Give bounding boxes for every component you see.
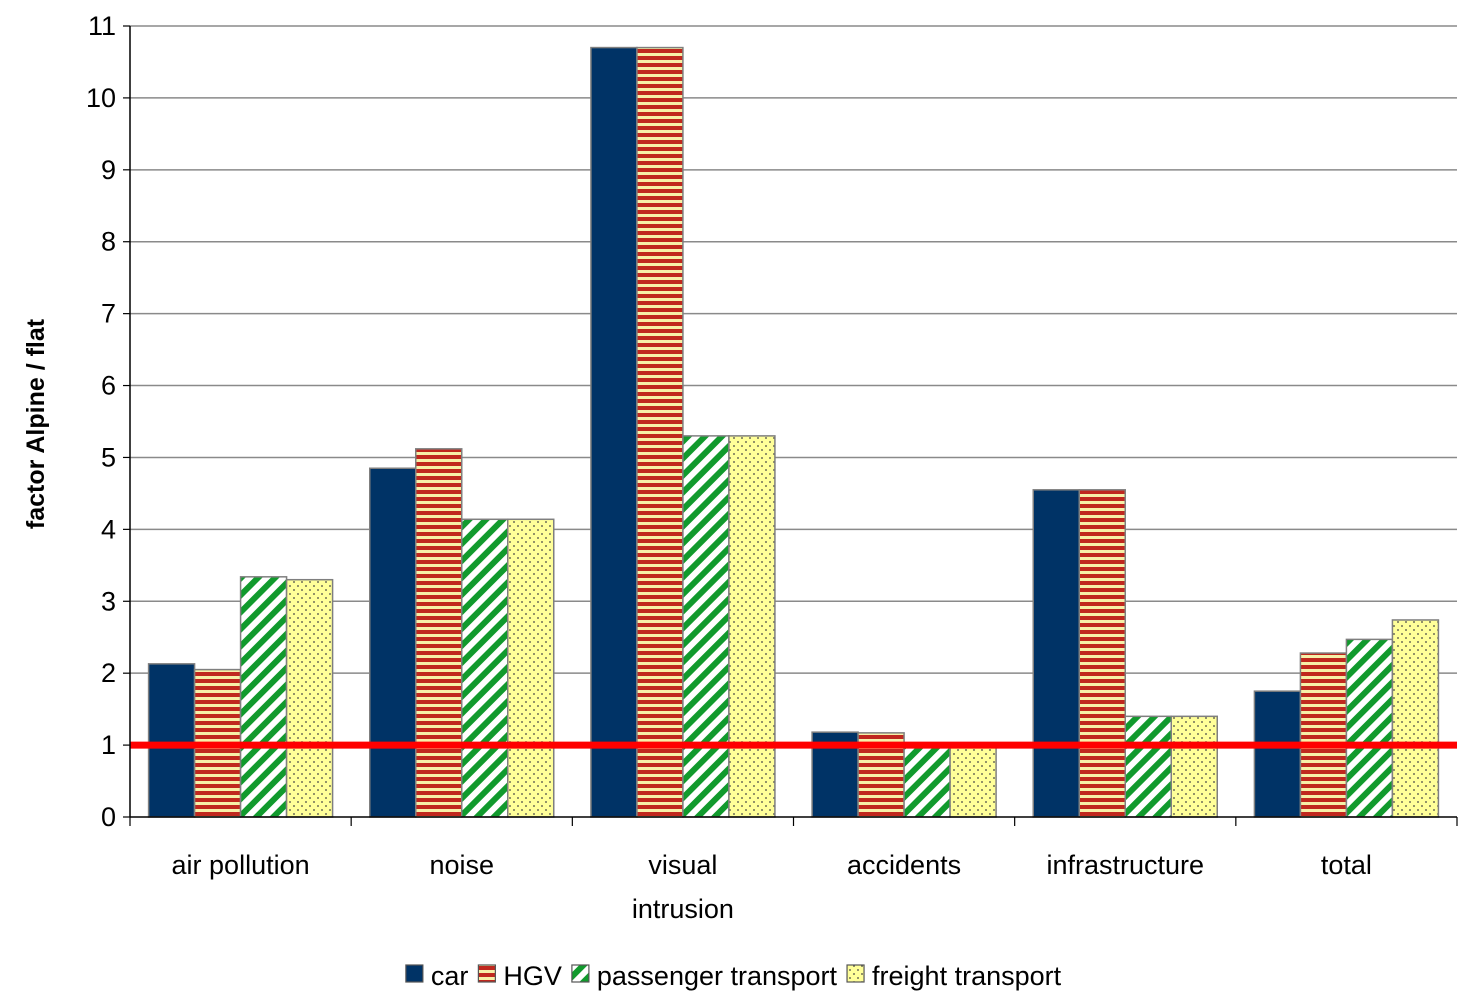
y-axis-title: factor Alpine / flat [22,318,50,529]
bar-hgv [1078,489,1126,818]
y-tick-label: 11 [88,11,116,41]
x-category-label: air pollution [172,850,310,880]
legend-label: freight transport [872,961,1062,991]
y-tick-label: 10 [86,83,116,113]
y-tick-label: 5 [101,442,116,472]
x-category-labels: air pollution noise visual intrusion acciden… [172,850,1372,924]
legend-swatch-hgv [477,964,496,983]
bar-freight-transport [507,518,555,818]
legend-label: passenger transport [597,961,838,991]
bar-hgv [415,448,463,818]
y-tick-label: 4 [101,514,116,544]
x-category-label: total [1321,850,1372,880]
bar-passenger-transport [903,744,951,818]
bar-passenger-transport [239,576,288,818]
y-tick-label: 6 [101,371,116,401]
bar-freight-transport [1391,619,1440,818]
y-tick-labels: 0 1 2 3 4 5 6 7 8 9 10 11 [86,11,116,832]
bar-freight-transport [728,435,776,818]
y-tick-label: 3 [101,586,116,616]
y-tick-label: 0 [101,802,116,832]
bar-passenger-transport [1124,715,1172,818]
x-category-label: visual [648,850,717,880]
legend: car HGV passenger transport freight transpo… [405,961,1062,991]
legend-swatch-freight-transport [846,964,865,983]
y-tick-label: 1 [101,730,116,760]
legend-label: car [431,961,469,991]
bar-car [1032,489,1080,818]
bar-passenger-transport [1345,638,1394,818]
bar-car [369,467,417,818]
bar-freight-transport [1170,715,1218,818]
bar-freight-transport [285,578,334,818]
x-category-label: infrastructure [1046,850,1204,880]
y-tick-label: 2 [101,658,116,688]
bar-freight-transport [949,744,997,818]
y-tick-label: 9 [101,155,116,185]
legend-swatch-car [405,964,424,983]
bar-passenger-transport [461,518,509,818]
gridlines [123,25,1457,818]
bar-hgv [636,46,684,818]
bar-car [1253,690,1302,818]
legend-label: HGV [503,961,562,991]
axes [129,26,1458,826]
bar-passenger-transport [682,435,730,818]
x-category-label: noise [429,850,494,880]
bar-car [147,663,196,818]
bar-hgv [1299,652,1348,818]
bars [130,46,1457,818]
x-category-label: accidents [847,850,961,880]
legend-swatch-passenger-transport [571,964,590,983]
bar-car [590,46,638,818]
x-category-label: intrusion [632,894,734,924]
y-tick-label: 7 [101,299,116,329]
y-tick-label: 8 [101,227,116,257]
